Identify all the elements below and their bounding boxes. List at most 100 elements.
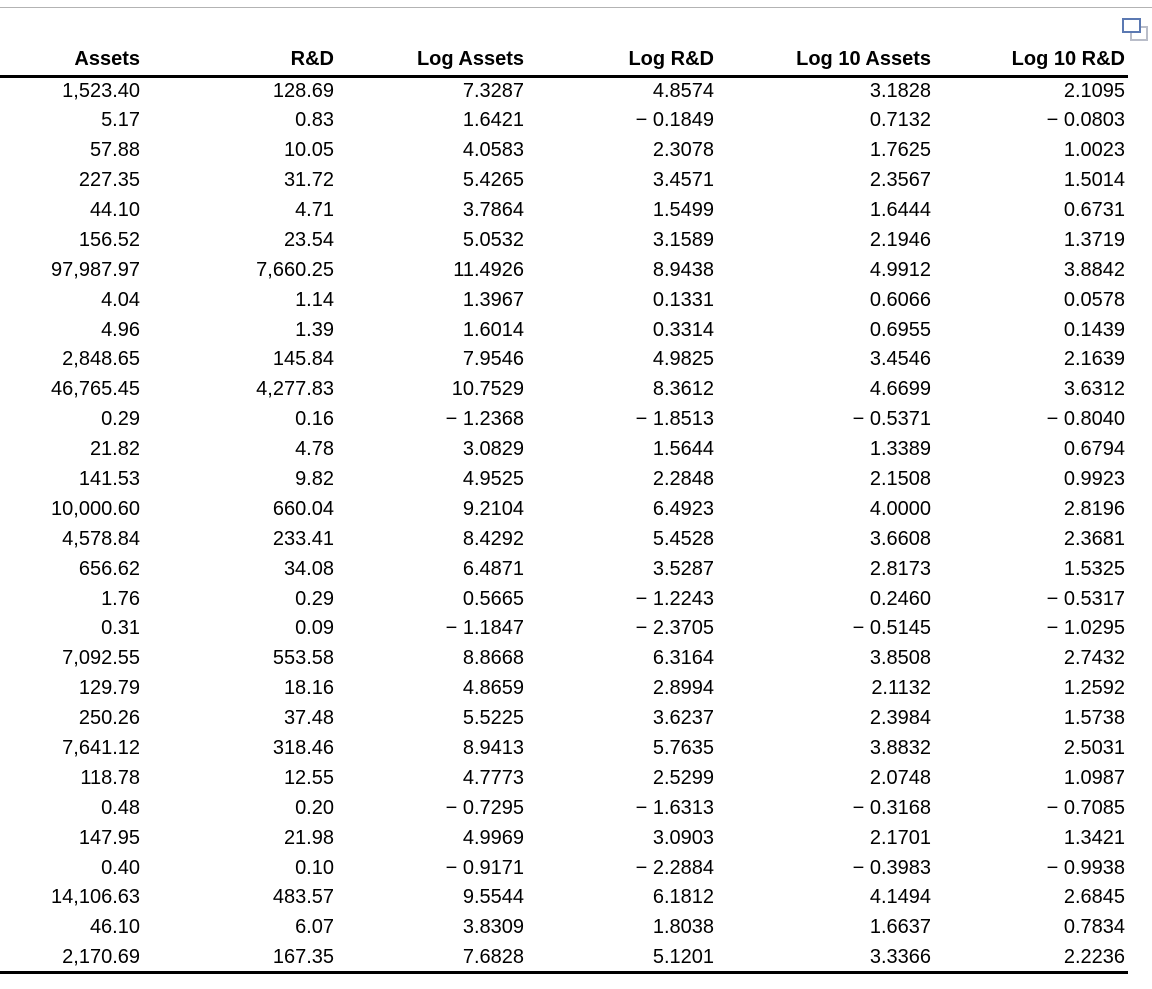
table-cell: 2.8994: [652, 677, 714, 700]
table-cell: 1.14: [295, 288, 334, 311]
table-cell: 4.0000: [869, 497, 931, 520]
table-cell: 2.1508: [869, 468, 931, 491]
table-cell: 0.48: [101, 796, 140, 819]
table-cell: 1.5325: [1063, 557, 1125, 580]
table-row: 156.52 23.54 5.0532 3.1589 2.1946 1.3719: [0, 225, 1128, 255]
table-cell: 3.4571: [652, 169, 714, 192]
table-cell: − 0.3168: [852, 796, 931, 819]
table-cell: 1.0023: [1063, 139, 1125, 162]
table-row: 57.88 10.05 4.0583 2.3078 1.7625 1.0023: [0, 136, 1128, 166]
table-cell: 46,765.45: [51, 378, 140, 401]
table-cell: 318.46: [272, 737, 334, 760]
table-cell: 3.8508: [869, 647, 931, 670]
table-cell: 0.1331: [652, 288, 714, 311]
table-cell: 0.29: [101, 408, 140, 431]
table-cell: 167.35: [272, 945, 334, 968]
table-cell: 6.3164: [652, 647, 714, 670]
table-cell: 3.0903: [652, 826, 714, 849]
table-cell: 1.2592: [1063, 677, 1125, 700]
table-cell: − 1.2243: [635, 587, 714, 610]
table-cell: 4.1494: [869, 886, 931, 909]
table-cell: 128.69: [272, 80, 334, 103]
table-cell: 4.8574: [652, 80, 714, 103]
table-cell: 0.40: [101, 856, 140, 879]
table-cell: 8.8668: [462, 647, 524, 670]
table-cell: 57.88: [89, 139, 140, 162]
table-row: 46,765.45 4,277.83 10.7529 8.3612 4.6699 3.63…: [0, 375, 1128, 405]
table-cell: 37.48: [283, 707, 334, 730]
table-cell: 8.9438: [652, 258, 714, 281]
table-cell: 0.1439: [1063, 318, 1125, 341]
table-row: 5.17 0.83 1.6421 − 0.1849 0.7132 − 0.0803: [0, 106, 1128, 136]
table-cell: 44.10: [89, 199, 140, 221]
table-cell: 34.08: [283, 557, 334, 580]
table-cell: 46.10: [89, 916, 140, 939]
table-cell: 3.6312: [1063, 378, 1125, 401]
table-cell: 9.82: [295, 468, 334, 491]
table-row: 7,641.12 318.46 8.9413 5.7635 3.8832 2.5031: [0, 734, 1128, 764]
table-cell: 0.6066: [869, 288, 931, 311]
table-cell: 1.5644: [652, 438, 714, 461]
table-cell: 2.2848: [652, 468, 714, 491]
table-cell: − 0.5145: [852, 617, 931, 640]
table-cell: 1.76: [101, 587, 140, 610]
column-header-assets: Assets: [0, 46, 143, 78]
table-row: 2,170.69 167.35 7.6828 5.1201 3.3366 2.2236: [0, 943, 1128, 973]
table-cell: 3.8842: [1063, 258, 1125, 281]
table-cell: − 1.0295: [1046, 617, 1125, 640]
table-cell: 2.1701: [869, 826, 931, 849]
table-cell: 21.82: [89, 438, 140, 461]
table-cell: 660.04: [272, 497, 334, 520]
table-cell: 3.0829: [462, 438, 524, 461]
table-cell: 0.31: [101, 617, 140, 640]
table-cell: 18.16: [283, 677, 334, 700]
table-cell: 3.6608: [869, 527, 931, 550]
table-cell: 0.9923: [1063, 468, 1125, 491]
table-cell: 2.6845: [1063, 886, 1125, 909]
table-cell: 5.7635: [652, 737, 714, 760]
table-cell: 4,277.83: [256, 378, 334, 401]
table-cell: 2.3681: [1063, 527, 1125, 550]
table-cell: 3.6237: [652, 707, 714, 730]
table-cell: 4.7773: [462, 766, 524, 789]
table-cell: − 0.0803: [1046, 109, 1125, 132]
table-cell: 2.3078: [652, 139, 714, 162]
table-cell: 3.3366: [869, 945, 931, 968]
table-cell: − 0.7295: [445, 796, 524, 819]
overlapping-windows-icon[interactable]: [1122, 18, 1152, 46]
table-cell: 3.1589: [652, 228, 714, 251]
table-cell: − 0.9938: [1046, 856, 1125, 879]
table-row: 2,848.65 145.84 7.9546 4.9825 3.4546 2.1639: [0, 345, 1128, 375]
table-cell: − 1.1847: [445, 617, 524, 640]
table-row: 118.78 12.55 4.7773 2.5299 2.0748 1.0987: [0, 763, 1128, 793]
table-cell: 5.1201: [652, 945, 714, 968]
table-cell: 10,000.60: [51, 497, 140, 520]
table-cell: 145.84: [272, 348, 334, 371]
table-row: 21.82 4.78 3.0829 1.5644 1.3389 0.6794: [0, 435, 1128, 465]
table-cell: 6.4923: [652, 497, 714, 520]
table-row: 227.35 31.72 5.4265 3.4571 2.3567 1.5014: [0, 166, 1128, 196]
column-header-log-10-r-d: Log 10 R&D: [934, 46, 1128, 78]
table-row: 1.76 0.29 0.5665 − 1.2243 0.2460 − 0.5317: [0, 584, 1128, 614]
table-cell: 1.6637: [869, 916, 931, 939]
table-cell: 4.6699: [869, 378, 931, 401]
table-cell: 2.5031: [1063, 737, 1125, 760]
table-cell: 10.05: [283, 139, 334, 162]
table-cell: 5.5225: [462, 707, 524, 730]
table-cell: − 2.3705: [635, 617, 714, 640]
table-cell: 1.8038: [652, 916, 714, 939]
table-cell: 8.4292: [462, 527, 524, 550]
table-cell: 0.6794: [1063, 438, 1125, 461]
table-cell: 2.1946: [869, 228, 931, 251]
column-header-log-r-d: Log R&D: [527, 46, 717, 78]
table-row: 4.04 1.14 1.3967 0.1331 0.6066 0.0578: [0, 285, 1128, 315]
table-cell: 233.41: [272, 527, 334, 550]
table-cell: − 0.3983: [852, 856, 931, 879]
table-cell: 21.98: [283, 826, 334, 849]
table-row: 14,106.63 483.57 9.5544 6.1812 4.1494 2.6845: [0, 883, 1128, 913]
table-cell: 0.0578: [1063, 288, 1125, 311]
column-header-log-10-assets: Log 10 Assets: [717, 46, 934, 78]
column-header-r-d: R&D: [143, 46, 337, 78]
table-cell: 1.3967: [462, 288, 524, 311]
table-cell: 8.3612: [652, 378, 714, 401]
